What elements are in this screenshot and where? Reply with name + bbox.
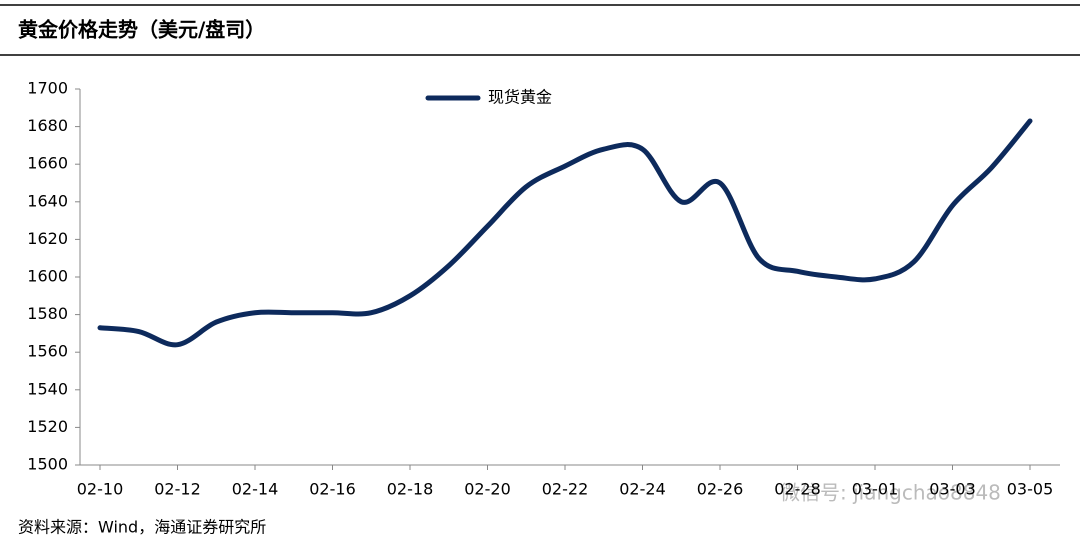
- x-tick-label: 02-16: [309, 480, 356, 499]
- chart-title: 黄金价格走势（美元/盘司）: [18, 18, 265, 42]
- x-tick-label: 02-20: [464, 480, 511, 499]
- y-tick-label: 1580: [27, 304, 68, 323]
- y-tick-label: 1680: [27, 116, 68, 135]
- watermark: 微信号: jiangchao8848: [780, 481, 1001, 505]
- y-tick-label: 1600: [27, 267, 68, 286]
- source-note: 资料来源：Wind，海通证券研究所: [18, 518, 266, 537]
- x-tick-label: 02-26: [697, 480, 744, 499]
- x-tick-label: 02-18: [387, 480, 434, 499]
- x-tick-label: 02-14: [232, 480, 279, 499]
- y-tick-label: 1560: [27, 342, 68, 361]
- series-line: [97, 118, 1033, 348]
- x-tick-label: 02-12: [154, 480, 201, 499]
- x-tick-label: 02-24: [619, 480, 666, 499]
- y-tick-label: 1660: [27, 154, 68, 173]
- x-tick-label: 02-10: [77, 480, 124, 499]
- y-tick-label: 1500: [27, 455, 68, 474]
- x-tick-label: 02-22: [542, 480, 589, 499]
- y-tick-label: 1520: [27, 417, 68, 436]
- x-tick-label: 03-05: [1007, 480, 1054, 499]
- y-tick-label: 1640: [27, 191, 68, 210]
- x-tick-label: 03-01: [852, 480, 899, 499]
- y-tick-label: 1700: [27, 79, 68, 98]
- x-tick-label: 02-28: [774, 480, 821, 499]
- legend-label: 现货黄金: [488, 88, 552, 107]
- y-tick-label: 1540: [27, 379, 68, 398]
- y-tick-label: 1620: [27, 229, 68, 248]
- x-tick-label: 03-03: [929, 480, 976, 499]
